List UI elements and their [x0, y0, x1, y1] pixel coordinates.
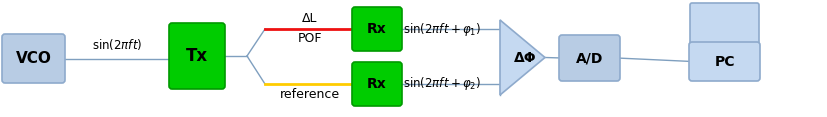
- Text: ΔL: ΔL: [302, 12, 318, 25]
- FancyBboxPatch shape: [352, 7, 402, 51]
- Text: $\sin(2\pi ft+\varphi_1)$: $\sin(2\pi ft+\varphi_1)$: [403, 20, 481, 38]
- FancyBboxPatch shape: [2, 34, 65, 83]
- FancyBboxPatch shape: [690, 3, 759, 44]
- Text: ΔΦ: ΔΦ: [514, 51, 536, 64]
- Text: Tx: Tx: [186, 47, 208, 65]
- Polygon shape: [500, 20, 545, 95]
- FancyBboxPatch shape: [169, 23, 225, 89]
- FancyBboxPatch shape: [352, 62, 402, 106]
- Text: $\sin(2\pi ft+\varphi_2)$: $\sin(2\pi ft+\varphi_2)$: [403, 75, 481, 93]
- Text: PC: PC: [715, 55, 734, 68]
- Text: VCO: VCO: [16, 51, 51, 66]
- Text: reference: reference: [280, 88, 340, 101]
- Text: Rx: Rx: [367, 22, 387, 36]
- FancyBboxPatch shape: [689, 42, 760, 81]
- Text: POF: POF: [298, 32, 323, 45]
- Text: Rx: Rx: [367, 77, 387, 91]
- Text: A/D: A/D: [576, 51, 603, 65]
- FancyBboxPatch shape: [559, 35, 620, 81]
- Text: $\sin(2\pi ft)$: $\sin(2\pi ft)$: [92, 38, 142, 53]
